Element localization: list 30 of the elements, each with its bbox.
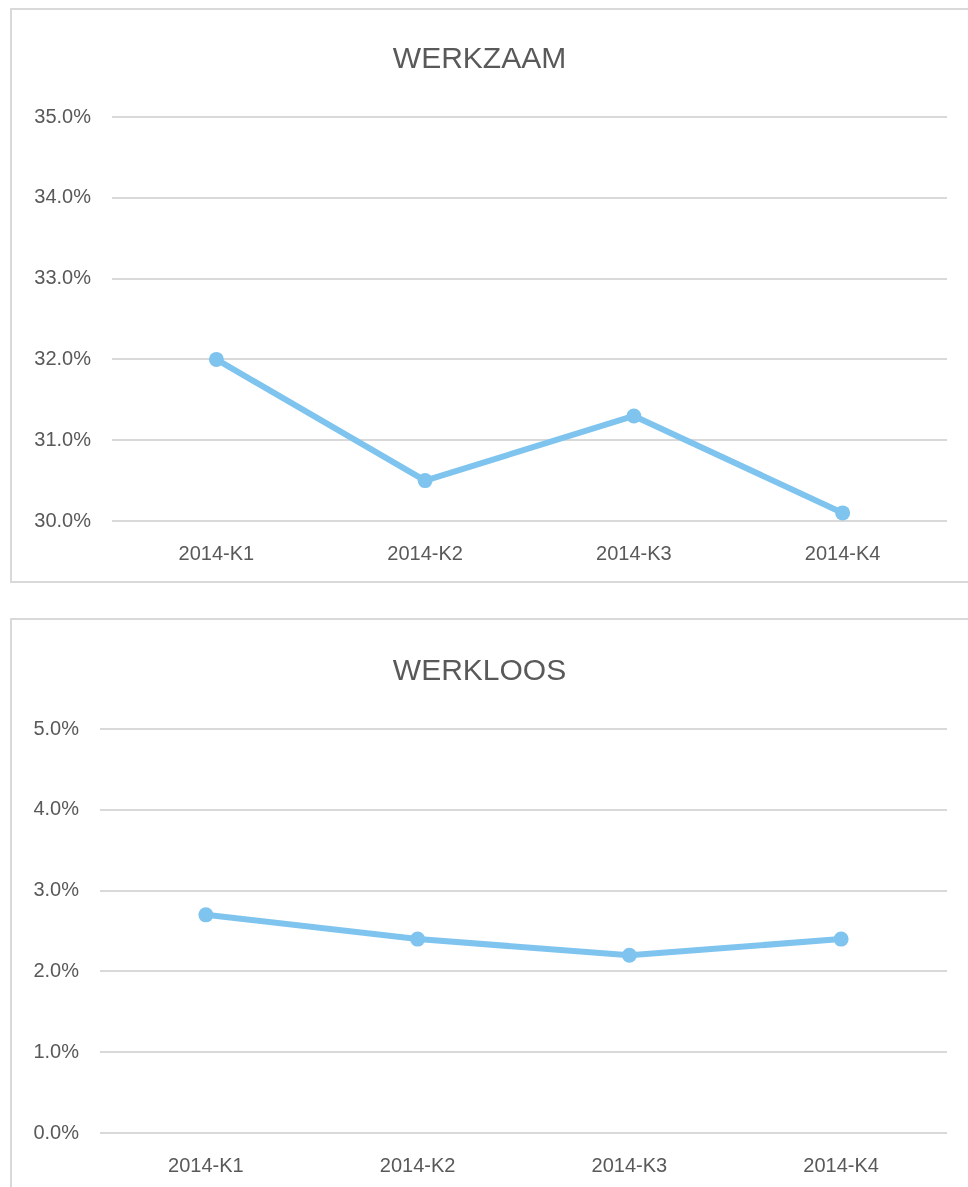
y-tick-label: 2.0%	[33, 958, 80, 981]
x-tick-label: 2014-K3	[591, 1153, 668, 1176]
x-tick-label: 2014-K2	[387, 541, 463, 564]
y-tick-label: 35.0%	[34, 104, 92, 127]
chart-title: WERKZAAM	[392, 41, 567, 75]
point	[835, 505, 851, 521]
point	[833, 931, 849, 947]
x-tick-label: 2014-K1	[178, 541, 255, 564]
y-tick-label: 3.0%	[33, 878, 80, 901]
point	[621, 947, 637, 963]
y-tick-label: 4.0%	[33, 797, 80, 820]
y-tick-label: 32.0%	[34, 346, 92, 369]
chart-title: WERKLOOS	[392, 653, 567, 687]
y-tick-label: 34.0%	[34, 185, 92, 208]
y-tick-label: 5.0%	[33, 716, 80, 739]
y-tick-label: 31.0%	[34, 427, 92, 450]
y-tick-label: 30.0%	[34, 508, 92, 531]
point	[417, 473, 433, 489]
x-tick-label: 2014-K3	[596, 541, 672, 564]
y-tick-label: 33.0%	[34, 266, 92, 289]
point	[626, 408, 642, 424]
point	[410, 931, 426, 947]
y-tick-label: 1.0%	[33, 1039, 80, 1062]
x-tick-label: 2014-K4	[803, 1153, 879, 1176]
point	[198, 907, 214, 923]
x-tick-label: 2014-K4	[804, 541, 881, 564]
x-tick-label: 2014-K2	[379, 1153, 456, 1176]
y-tick-label: 0.0%	[33, 1120, 80, 1143]
x-tick-label: 2014-K1	[168, 1153, 244, 1176]
point	[208, 351, 224, 367]
